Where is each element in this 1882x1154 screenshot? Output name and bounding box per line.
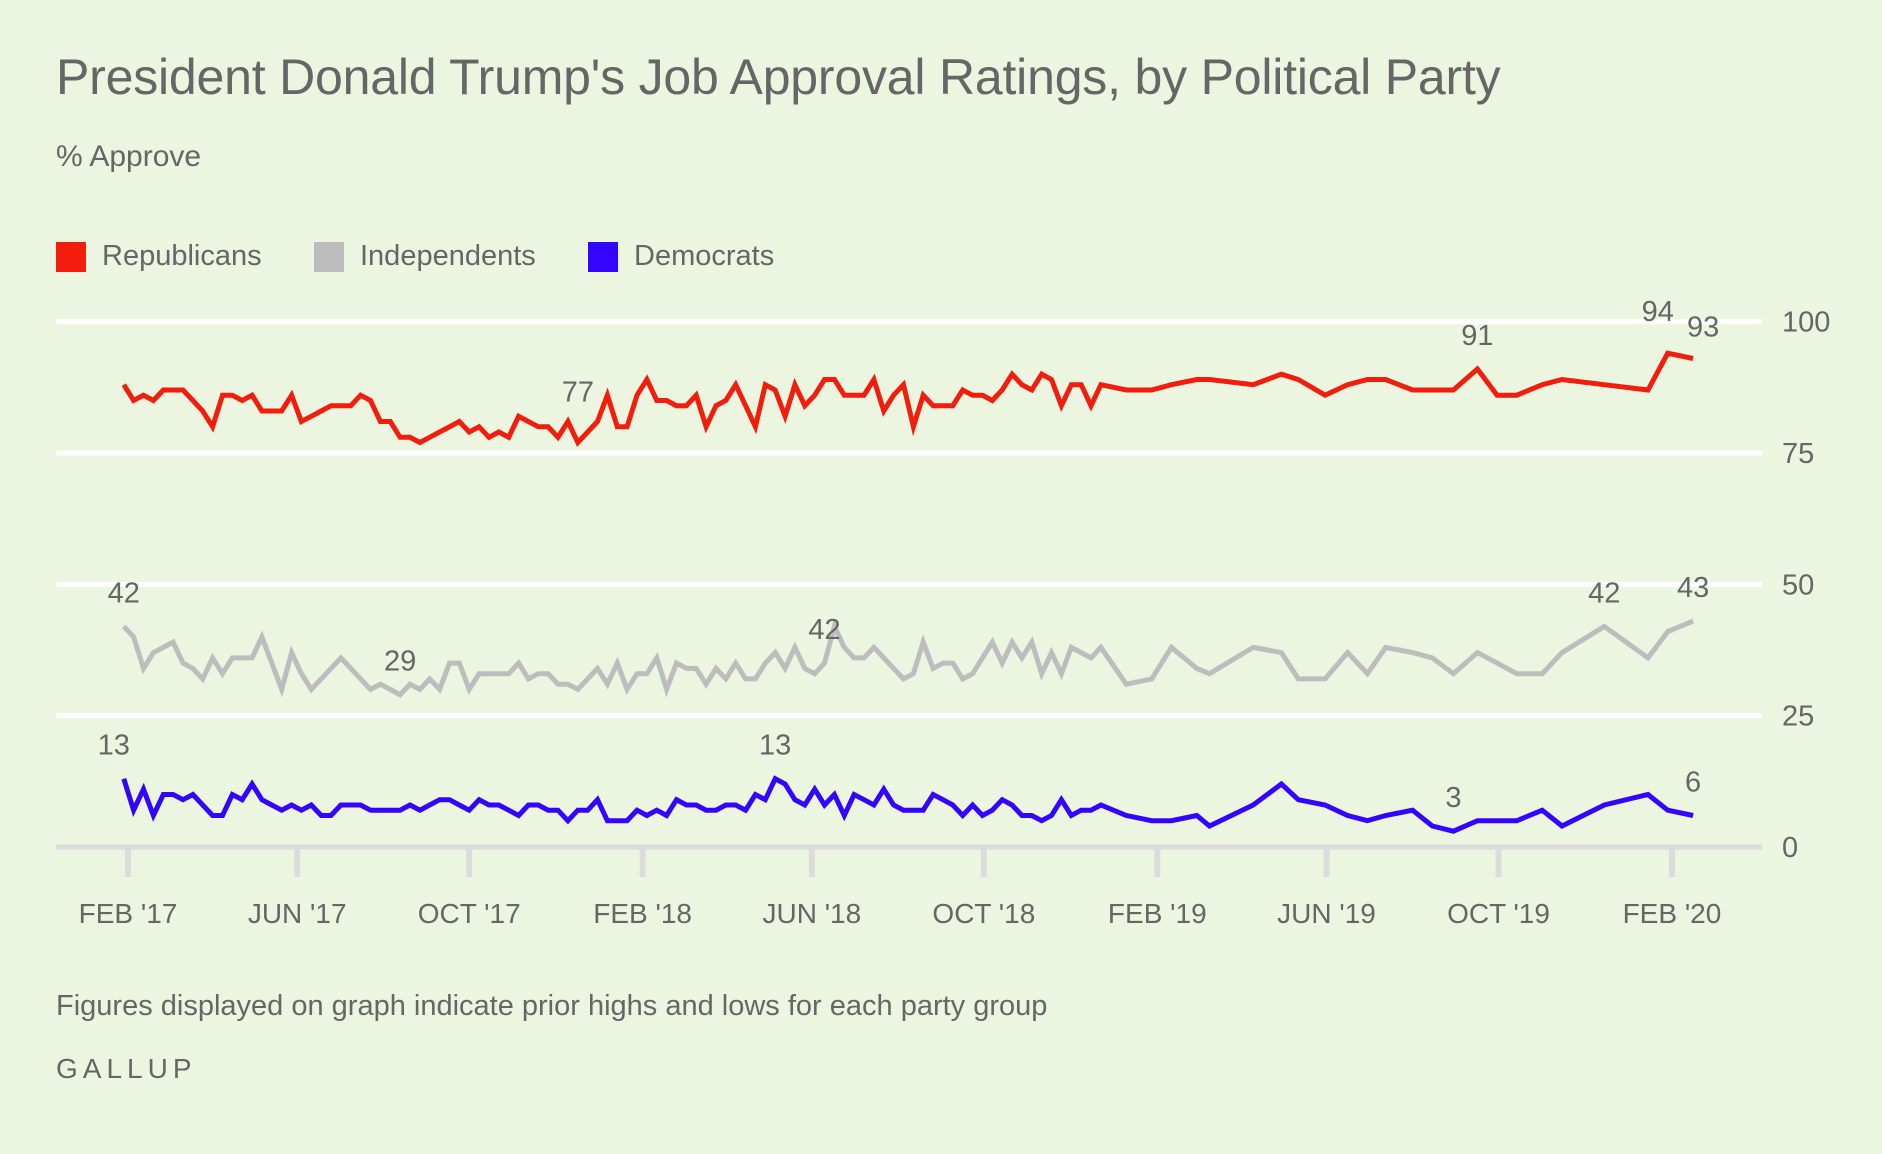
x-tick-label: OCT '19 [1447,898,1550,929]
x-tick-label: FEB '17 [79,898,178,929]
legend-item-democrats: Democrats [588,240,774,273]
series-line-independents [121,618,1695,698]
annotation-label: 13 [98,730,130,762]
annotation-label: 93 [1687,311,1719,343]
annotation-label: 29 [384,646,416,678]
x-tick-label: OCT '18 [932,898,1035,929]
x-tick-label: FEB '20 [1623,898,1722,929]
y-tick-label: 75 [1782,438,1814,470]
x-tick-label: OCT '17 [418,898,521,929]
annotation-label: 42 [108,577,140,609]
y-tick-label: 50 [1782,569,1814,601]
gallup-logo: GALLUP [56,1053,197,1084]
x-tick-label: JUN '18 [762,898,861,929]
chart-title: President Donald Trump's Job Approval Ra… [56,49,1501,105]
legend-label-independents: Independents [360,240,536,272]
y-tick-label: 25 [1782,701,1814,733]
annotation-label: 3 [1445,782,1461,814]
annotation-label: 91 [1461,320,1493,352]
annotation-label: 43 [1677,572,1709,604]
annotation-label: 94 [1642,296,1674,328]
annotation-label: 42 [1588,577,1620,609]
x-tick-label: FEB '19 [1108,898,1207,929]
series-line-republicans [121,350,1694,447]
annotation-label: 13 [759,730,791,762]
y-tick-label: 0 [1782,832,1798,864]
annotation-label: 42 [808,614,840,646]
legend-label-democrats: Democrats [634,240,775,272]
footnote: Figures displayed on graph indicate prio… [56,990,1048,1022]
x-tick-label: JUN '19 [1277,898,1376,929]
legend-swatch-independents [314,241,344,272]
legend-swatch-democrats [588,241,618,272]
legend-swatch-republicans [56,241,86,272]
legend-item-republicans: Republicans [56,240,262,273]
annotation-label: 77 [562,377,594,409]
annotation-label: 6 [1685,766,1701,798]
x-tick-label: FEB '18 [593,898,692,929]
legend-item-independents: Independents [314,240,536,273]
legend-label-republicans: Republicans [102,240,262,272]
series-line-democrats [121,775,1694,834]
chart-subtitle: % Approve [56,140,202,173]
y-tick-label: 100 [1782,307,1830,339]
x-tick-label: JUN '17 [248,898,347,929]
